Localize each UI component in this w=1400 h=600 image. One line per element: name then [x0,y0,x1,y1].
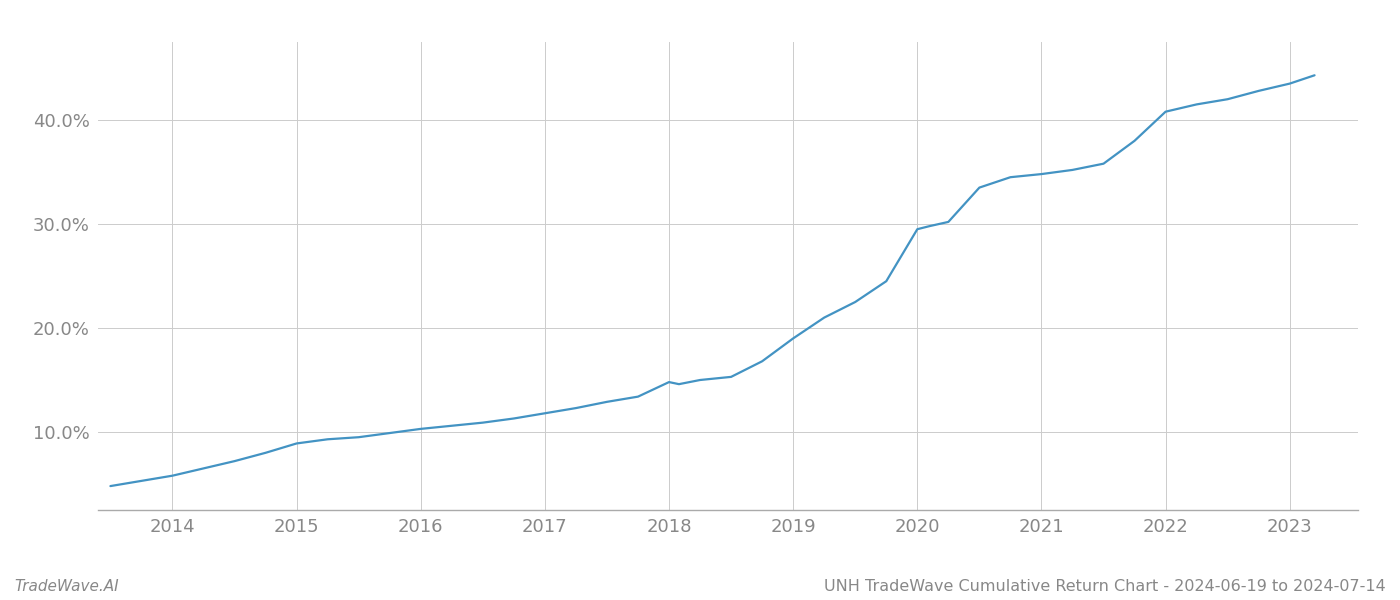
Text: UNH TradeWave Cumulative Return Chart - 2024-06-19 to 2024-07-14: UNH TradeWave Cumulative Return Chart - … [825,579,1386,594]
Text: TradeWave.AI: TradeWave.AI [14,579,119,594]
